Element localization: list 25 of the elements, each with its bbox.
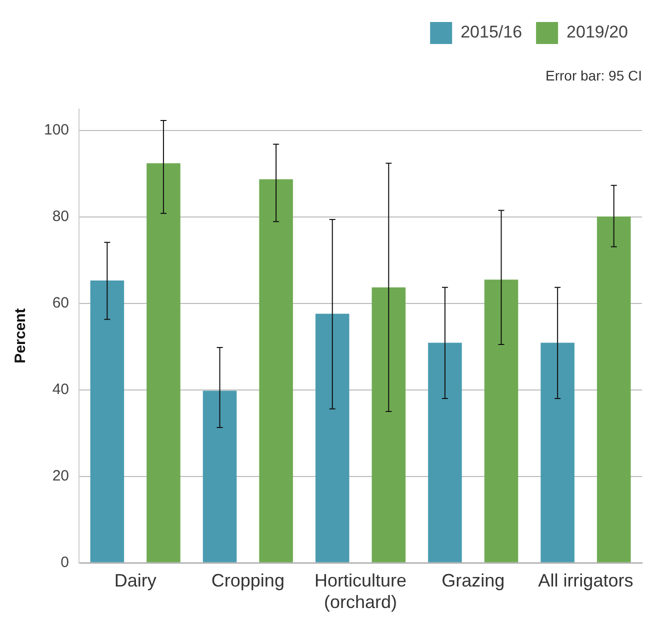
y-tick-label: 0 [60, 554, 70, 571]
x-tick-label: Grazing [442, 570, 505, 591]
x-tick-label: Dairy [114, 570, 156, 591]
bar [428, 342, 462, 562]
x-tick-label: Horticulture (orchard) [314, 570, 407, 612]
y-tick-label: 80 [52, 208, 70, 226]
x-tick-label: Cropping [211, 570, 284, 591]
bar [146, 163, 180, 562]
y-tick-label: 40 [52, 380, 70, 398]
bar [90, 280, 124, 562]
y-tick-label: 60 [52, 294, 70, 312]
text: Error bar: 95 CI [546, 67, 642, 84]
bar [540, 342, 574, 562]
bar [596, 216, 631, 562]
bar [372, 287, 406, 562]
legend-label: 2019/20 [566, 22, 628, 42]
legend-label: 2015/16 [460, 22, 522, 42]
bar [315, 314, 350, 562]
y-tick-label: 20 [52, 467, 70, 484]
x-tick-label: All irrigators [538, 570, 634, 591]
bar [202, 390, 237, 562]
y-tick-label: 100 [44, 122, 70, 139]
y-axis-title: Percent [12, 308, 30, 364]
bar [484, 280, 518, 562]
bar [259, 179, 293, 562]
